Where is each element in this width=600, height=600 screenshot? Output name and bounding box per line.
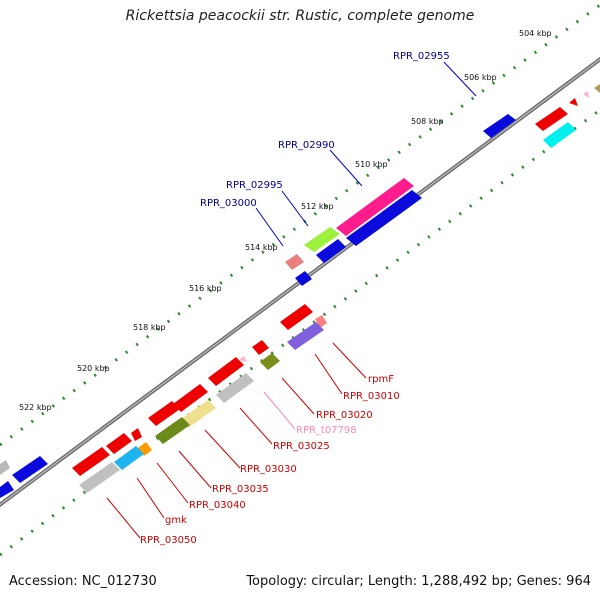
gene-rpr-03010 xyxy=(287,322,324,350)
gene-blue-3 xyxy=(295,271,312,286)
tick-label-516: 516 kbp xyxy=(189,284,222,293)
tick-label-512: 512 kbp xyxy=(301,202,334,211)
gene-right-pink xyxy=(583,91,589,98)
gene-cyan-right xyxy=(543,122,576,148)
label-rpr-03000: RPR_03000 xyxy=(200,198,257,209)
label-rpr-03040: RPR_03040 xyxy=(189,500,246,511)
label-rpr-t07798: RPR_t07798 xyxy=(296,425,357,436)
gene-cyan-left xyxy=(114,446,144,470)
tick-label-520: 520 kbp xyxy=(77,364,110,373)
tick-label-522: 522 kbp xyxy=(19,403,52,412)
gene-rpr-02990 xyxy=(336,178,414,236)
tick-label-506: 506 kbp xyxy=(464,73,497,82)
gene-rpr-t07798 xyxy=(239,356,247,362)
gene-red-d xyxy=(131,428,142,441)
gene-rpr-03000 xyxy=(285,254,304,270)
gene-rpr-03025-olive xyxy=(260,353,280,370)
gene-rpr-02955 xyxy=(483,114,516,138)
gene-right-red-1 xyxy=(535,107,568,131)
map-title: Rickettsia peacockii str. Rustic, comple… xyxy=(125,8,475,24)
label-rpmf: rpmF xyxy=(368,374,394,385)
tick-label-504: 504 kbp xyxy=(519,29,552,38)
gene-red-a xyxy=(208,357,244,386)
gene-rpr-03040 xyxy=(155,417,190,444)
label-rpr-03010: RPR_03010 xyxy=(343,391,400,402)
gene-red-e xyxy=(106,433,132,454)
label-gmk: gmk xyxy=(165,515,187,526)
gene-blue-left-2 xyxy=(0,481,14,498)
gene-rpmf-small xyxy=(315,315,327,328)
gene-grey-left xyxy=(0,460,10,475)
gene-right-olive xyxy=(594,84,600,93)
tick-label-518: 518 kbp xyxy=(133,323,166,332)
topology-text: Topology: circular; Length: 1,288,492 bp… xyxy=(246,574,591,589)
minus-strand-genes xyxy=(72,304,327,493)
tick-label-514: 514 kbp xyxy=(245,243,278,252)
gene-rpr-03030 xyxy=(216,373,254,403)
gene-red-f xyxy=(72,447,110,476)
gene-blue-left-1 xyxy=(12,456,48,483)
gene-rpr-02995 xyxy=(304,227,340,252)
label-rpr-03020: RPR_03020 xyxy=(316,410,373,421)
outer-tick-ring xyxy=(0,3,600,447)
gene-blue-2 xyxy=(316,239,346,263)
label-rpr-03030: RPR_03030 xyxy=(240,464,297,475)
label-rpr-02995: RPR_02995 xyxy=(226,180,283,191)
label-rpr-02955: RPR_02955 xyxy=(393,51,450,62)
accession-text: Accession: NC_012730 xyxy=(9,574,157,589)
tick-label-508: 508 kbp xyxy=(411,117,444,126)
gene-rpr-03035 xyxy=(180,400,216,428)
plus-strand-genes-inner xyxy=(0,122,576,498)
label-rpr-02990: RPR_02990 xyxy=(278,140,335,151)
tick-label-510: 510 kbp xyxy=(355,160,388,169)
gene-rpr-03050 xyxy=(79,462,120,493)
label-leaders xyxy=(106,61,477,539)
gene-rpr-03020 xyxy=(252,340,269,355)
gene-blue-1 xyxy=(346,190,422,246)
label-rpr-03050: RPR_03050 xyxy=(140,535,197,546)
gene-right-red-2 xyxy=(569,98,578,106)
gene-rpmf xyxy=(280,304,313,330)
gene-red-b xyxy=(173,384,208,412)
label-rpr-03035: RPR_03035 xyxy=(212,484,269,495)
label-rpr-03025: RPR_03025 xyxy=(273,441,330,452)
gene-red-c xyxy=(148,401,180,426)
plus-strand-genes xyxy=(285,84,600,270)
